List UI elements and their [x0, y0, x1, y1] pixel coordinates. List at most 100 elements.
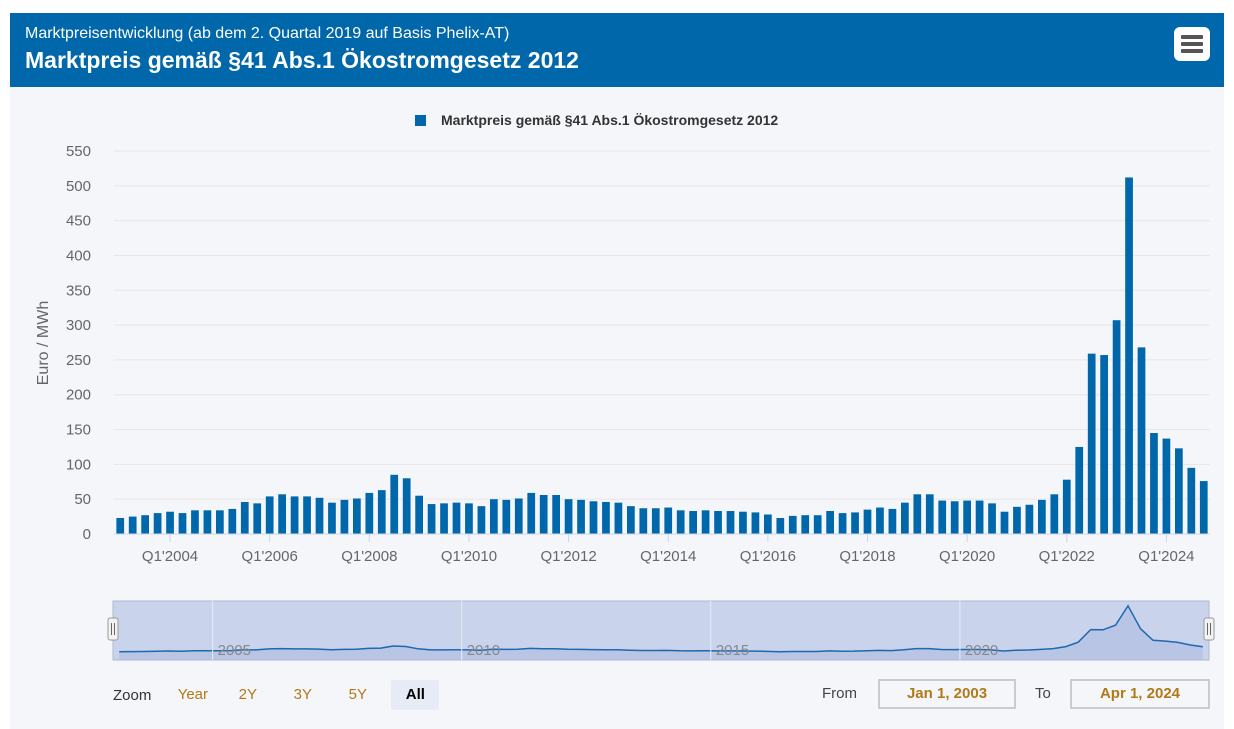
- bar[interactable]: [614, 502, 623, 534]
- bar[interactable]: [1013, 506, 1021, 534]
- bar[interactable]: [764, 514, 772, 534]
- bar[interactable]: [975, 500, 984, 534]
- bar[interactable]: [116, 517, 125, 534]
- bar[interactable]: [477, 506, 486, 534]
- bar[interactable]: [963, 500, 971, 534]
- bar[interactable]: [353, 498, 361, 534]
- bar[interactable]: [228, 508, 237, 534]
- bar[interactable]: [539, 495, 548, 534]
- bar[interactable]: [415, 495, 423, 534]
- bar[interactable]: [166, 511, 174, 534]
- bar[interactable]: [253, 503, 262, 534]
- bar[interactable]: [776, 517, 785, 534]
- bar[interactable]: [128, 516, 137, 534]
- bar[interactable]: [651, 508, 660, 534]
- bar[interactable]: [851, 512, 859, 534]
- bar[interactable]: [701, 510, 710, 534]
- bar[interactable]: [365, 492, 374, 534]
- bar[interactable]: [1000, 511, 1009, 534]
- bar[interactable]: [1150, 433, 1158, 534]
- bar[interactable]: [552, 495, 560, 534]
- zoom-button-5y[interactable]: 5Y: [348, 686, 368, 703]
- bar[interactable]: [988, 503, 996, 534]
- bar[interactable]: [938, 500, 947, 534]
- bar[interactable]: [739, 511, 747, 534]
- bar[interactable]: [216, 510, 224, 534]
- bar[interactable]: [876, 507, 884, 534]
- bar[interactable]: [838, 513, 847, 534]
- bar[interactable]: [689, 511, 697, 534]
- bar[interactable]: [950, 501, 959, 534]
- chart-legend[interactable]: Marktpreis gemäß §41 Abs.1 Ökostromgeset…: [415, 112, 778, 128]
- bar[interactable]: [1038, 499, 1046, 534]
- bar[interactable]: [402, 478, 411, 534]
- bar[interactable]: [377, 490, 386, 534]
- bar[interactable]: [888, 508, 897, 534]
- bar[interactable]: [1175, 448, 1183, 534]
- bar[interactable]: [1050, 494, 1059, 534]
- bar[interactable]: [278, 494, 286, 534]
- navigator-right-handle[interactable]: [1203, 617, 1215, 641]
- bar[interactable]: [328, 502, 336, 534]
- bar[interactable]: [577, 499, 585, 534]
- bar[interactable]: [589, 501, 598, 534]
- bar[interactable]: [913, 494, 922, 534]
- bar[interactable]: [452, 502, 461, 534]
- bar[interactable]: [826, 511, 834, 534]
- bar[interactable]: [1025, 504, 1034, 534]
- bar[interactable]: [1100, 355, 1108, 534]
- bar[interactable]: [863, 509, 872, 534]
- bar[interactable]: [676, 510, 685, 534]
- bar[interactable]: [925, 494, 934, 534]
- bar[interactable]: [714, 511, 722, 534]
- bar[interactable]: [639, 508, 648, 534]
- bar[interactable]: [1062, 479, 1071, 534]
- bar[interactable]: [813, 515, 822, 534]
- bar[interactable]: [627, 506, 635, 534]
- bar[interactable]: [240, 501, 249, 534]
- bar[interactable]: [427, 504, 436, 534]
- bar[interactable]: [490, 499, 498, 534]
- zoom-button-2y[interactable]: 2Y: [238, 686, 258, 703]
- bar[interactable]: [527, 492, 536, 534]
- bar[interactable]: [502, 499, 511, 534]
- bar[interactable]: [751, 512, 760, 534]
- hamburger-menu-icon[interactable]: [1174, 27, 1210, 61]
- bar[interactable]: [303, 496, 311, 534]
- zoom-button-year[interactable]: Year: [177, 686, 208, 703]
- zoom-button-3y[interactable]: 3Y: [293, 686, 313, 703]
- bar[interactable]: [1125, 177, 1133, 534]
- bar[interactable]: [1087, 353, 1096, 534]
- bar[interactable]: [390, 474, 399, 534]
- bar[interactable]: [465, 503, 473, 534]
- zoom-button-all[interactable]: All: [391, 680, 440, 710]
- bar[interactable]: [1162, 438, 1171, 534]
- bar[interactable]: [290, 496, 299, 534]
- chart-subtitle: Marktpreisentwicklung (ab dem 2. Quartal…: [25, 25, 510, 42]
- bar[interactable]: [1187, 467, 1196, 534]
- bar[interactable]: [315, 497, 324, 534]
- bar[interactable]: [564, 499, 573, 534]
- bar[interactable]: [514, 498, 523, 534]
- navigator-left-handle[interactable]: [107, 617, 119, 641]
- bar[interactable]: [901, 502, 909, 534]
- bar[interactable]: [141, 515, 149, 534]
- bar[interactable]: [664, 507, 673, 534]
- bar[interactable]: [265, 496, 274, 534]
- bar[interactable]: [203, 510, 212, 534]
- bar[interactable]: [340, 499, 349, 534]
- to-date-input[interactable]: Apr 1, 2024: [1070, 679, 1210, 709]
- bar[interactable]: [726, 511, 735, 534]
- bar[interactable]: [440, 503, 448, 534]
- bar[interactable]: [191, 510, 199, 534]
- bar[interactable]: [788, 515, 797, 534]
- from-date-input[interactable]: Jan 1, 2003: [878, 679, 1016, 709]
- bar[interactable]: [153, 513, 162, 534]
- bar[interactable]: [1112, 320, 1121, 534]
- bar[interactable]: [178, 513, 187, 534]
- bar[interactable]: [602, 501, 610, 534]
- bar[interactable]: [1199, 481, 1208, 534]
- bar[interactable]: [801, 515, 810, 534]
- bar[interactable]: [1075, 446, 1084, 534]
- bar[interactable]: [1137, 347, 1146, 534]
